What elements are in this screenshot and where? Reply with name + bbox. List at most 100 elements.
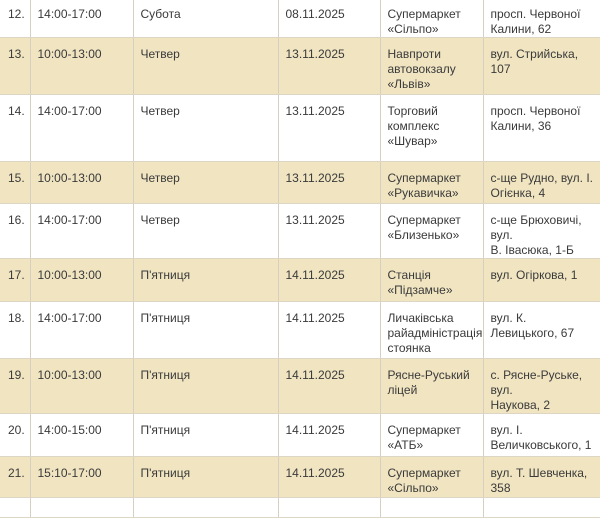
address-cell-line: вул. Т. Шевченка, 358 [490,466,588,495]
place-cell-line: Супермаркет [387,213,461,227]
place-cell: Супермаркет «Сільпо» [379,456,483,498]
day-cell: Четвер [132,203,278,259]
address-cell: вул. І. Величковського, 1 [482,413,600,457]
address-cell-line: с. Рясне-Руське, вул. [490,368,583,397]
table-row: 17. 10:00-13:00 П'ятниця 14.11.2025 Станція «… [0,258,600,302]
date-cell: 14.11.2025 [277,258,380,302]
place-cell: Супермаркет «Близенько» [379,203,483,259]
day-cell: Субота [132,0,278,38]
place-cell-line: «Сільпо» [387,22,439,36]
empty-cell [482,497,600,518]
row-number: 13. [0,37,30,95]
time-cell: 10:00-13:00 [29,37,133,95]
place-cell: Рясне-Руський ліцей [379,358,483,414]
address-cell-line: Величковського, 1 [490,438,592,452]
address-cell-line: Наукова, 2 [490,398,551,412]
row-number: 20. [0,413,30,457]
place-cell-line: Супермаркет [387,423,461,437]
time-cell: 14:00-17:00 [29,203,133,259]
place-cell-line: «Підзамче» [387,283,453,297]
address-cell-line: с-ще Брюховичі, вул. [490,213,582,242]
empty-cell [0,497,30,518]
time-cell: 14:00-15:00 [29,413,133,457]
date-cell: 08.11.2025 [277,0,380,38]
place-cell: Станція «Підзамче» [379,258,483,302]
row-number: 18. [0,301,30,359]
address-cell-line: В. Івасюка, 1-Б [490,243,574,257]
table-row: 15. 10:00-13:00 Четвер 13.11.2025 Супермарке… [0,161,600,204]
time-cell: 14:00-17:00 [29,0,133,38]
place-cell-line: «Рукавичка» [387,186,459,200]
address-cell: вул. Огіркова, 1 [482,258,600,302]
place-cell-line: «Сільпо» [387,481,439,495]
date-cell: 13.11.2025 [277,203,380,259]
place-cell: Супермаркет «Рукавичка» [379,161,483,204]
place-cell: Навпроти автовокзалу «Львів» [379,37,483,95]
empty-cell [277,497,380,518]
table-row: 21. 15:10-17:00 П'ятниця 14.11.2025 Супермар… [0,456,600,498]
day-cell: П'ятниця [132,358,278,414]
address-cell-line: Калини, 62 [490,22,552,36]
time-cell: 15:10-17:00 [29,456,133,498]
place-cell-line: комплекс [387,119,440,133]
place-cell-line: «Львів» [387,77,431,91]
place-cell-line: Навпроти [387,47,442,61]
day-cell: П'ятниця [132,301,278,359]
empty-cell [29,497,133,518]
address-cell-line: Огієнка, 4 [490,186,546,200]
time-cell: 10:00-13:00 [29,161,133,204]
address-cell: с. Рясне-Руське, вул. Наукова, 2 [482,358,600,414]
date-cell: 14.11.2025 [277,301,380,359]
day-cell: П'ятниця [132,413,278,457]
address-cell-line: Калини, 36 [490,119,552,133]
time-cell: 14:00-17:00 [29,301,133,359]
row-number: 19. [0,358,30,414]
row-number: 12. [0,0,30,38]
address-cell-line: с-ще Рудно, вул. І. [490,171,594,185]
address-cell-line: вул. І. [490,423,523,437]
address-cell-line: вул. Огіркова, 1 [490,268,578,282]
place-cell-line: «Близенько» [387,228,460,242]
day-cell: П'ятниця [132,456,278,498]
address-cell-line: просп. Червоної [490,7,581,21]
address-cell-line: вул. Стрийська, 107 [490,47,579,76]
table-row: 13. 10:00-13:00 Четвер 13.11.2025 Навпроти ав… [0,37,600,95]
place-cell-line: райадміністрація, [387,326,484,340]
address-cell: вул. Т. Шевченка, 358 [482,456,600,498]
table-row: 12. 14:00-17:00 Субота 08.11.2025 Супермарке… [0,0,600,38]
address-cell: вул. К. Левицького, 67 [482,301,600,359]
row-number: 21. [0,456,30,498]
place-cell-line: «Шувар» [387,134,438,148]
empty-cell [379,497,483,518]
address-cell: просп. Червоної Калини, 62 [482,0,600,38]
table-row: 20. 14:00-15:00 П'ятниця 14.11.2025 Супермар… [0,413,600,457]
date-cell: 14.11.2025 [277,358,380,414]
address-cell: с-ще Рудно, вул. І. Огієнка, 4 [482,161,600,204]
empty-cell [132,497,278,518]
place-cell-line: «АТБ» [387,438,424,452]
address-cell-line: вул. К. Левицького, 67 [490,311,575,340]
day-cell: Четвер [132,161,278,204]
date-cell: 13.11.2025 [277,161,380,204]
place-cell-line: стоянка [387,341,431,355]
date-cell: 14.11.2025 [277,413,380,457]
place-cell-line: автовокзалу [387,62,456,76]
table-row: 14. 14:00-17:00 Четвер 13.11.2025 Торговий ко… [0,94,600,162]
place-cell: Торговий комплекс «Шувар» [379,94,483,162]
time-cell: 14:00-17:00 [29,94,133,162]
address-cell: просп. Червоної Калини, 36 [482,94,600,162]
address-cell: вул. Стрийська, 107 [482,37,600,95]
place-cell-line: ліцей [387,383,418,397]
place-cell: Супермаркет «Сільпо» [379,0,483,38]
row-number: 14. [0,94,30,162]
table-row: 16. 14:00-17:00 Четвер 13.11.2025 Супермарке… [0,203,600,259]
place-cell-line: Супермаркет [387,7,461,21]
place-cell: Личаківська райадміністрація, стоянка [379,301,484,359]
table-row-partial [0,497,600,518]
row-number: 17. [0,258,30,302]
date-cell: 14.11.2025 [277,456,380,498]
place-cell-line: Торговий [387,104,438,118]
day-cell: П'ятниця [132,258,278,302]
table-row: 19. 10:00-13:00 П'ятниця 14.11.2025 Рясне-Ру… [0,358,600,414]
